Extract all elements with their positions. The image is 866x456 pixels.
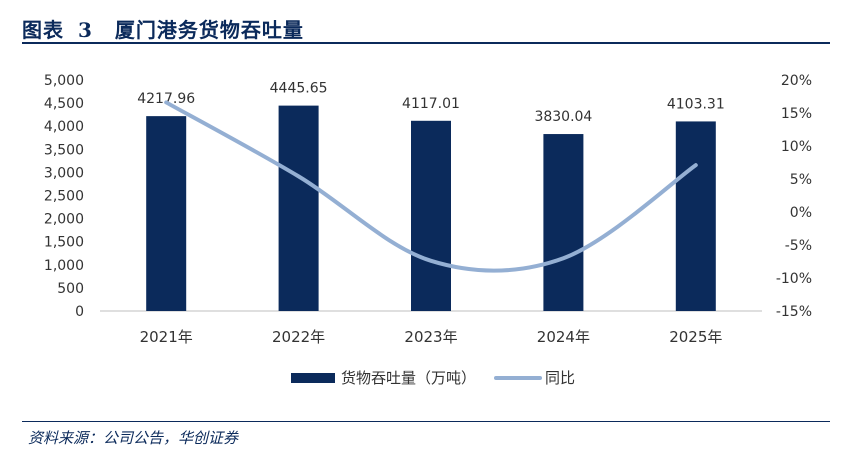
bar [278,105,319,312]
left-axis: 0 500 1,000 1,500 2,000 2,500 3,000 3,500 4,000 4… [44,73,84,320]
bar [675,121,716,311]
bar-data-label: 4103.31 [667,96,725,112]
left-axis-tick-label: 2,500 [44,189,84,205]
right-axis-tick-label: -10% [776,271,812,287]
right-axis-tick-label: 15% [781,106,812,122]
legend-line-label: 同比 [545,369,575,387]
bar-data-label: 3830.04 [534,109,592,125]
legend-bar-swatch [291,373,335,383]
bar-series [146,105,716,312]
left-axis-tick-label: 4,000 [44,119,84,135]
source-note: 资料来源：公司公告，华创证券 [28,429,239,447]
x-axis-tick-label: 2022年 [272,328,325,346]
x-axis-tick-label: 2024年 [537,328,590,346]
x-axis-tick-label: 2021年 [140,328,193,346]
left-axis-tick-label: 1,000 [44,258,84,274]
bar [146,116,187,311]
bar-data-label: 4217.96 [137,91,195,107]
right-axis-tick-label: 5% [790,172,812,188]
source-divider [22,421,830,422]
left-axis-tick-label: 1,500 [44,235,84,251]
figure-number: 3 [77,18,93,42]
bar-data-labels: 4217.96 4445.65 4117.01 3830.04 4103.31 [137,81,725,125]
legend-bar-label: 货物吞吐量（万吨） [341,369,476,387]
figure-label: 图表 [22,18,64,42]
x-axis-tick-label: 2023年 [404,328,457,346]
figure-title: 图表 3 厦门港务货物吞吐量 [22,14,304,43]
right-axis-tick-label: 20% [781,73,812,89]
left-axis-tick-label: 3,000 [44,165,84,181]
right-axis-tick-label: 10% [781,139,812,155]
legend: 货物吞吐量（万吨） 同比 [291,369,575,387]
right-axis-tick-label: -5% [785,238,812,254]
line-series [164,100,698,273]
left-axis-tick-label: 2,000 [44,212,84,228]
title-divider [22,42,830,44]
right-axis: -15% -10% -5% 0% 5% 10% 15% 20% [776,73,812,320]
bar [411,120,451,312]
x-axis-tick-label: 2025年 [669,328,722,346]
left-axis-tick-label: 4,500 [44,96,84,112]
bar-data-label: 4117.01 [402,96,460,112]
left-axis-tick-label: 0 [75,304,84,320]
left-axis-tick-label: 500 [57,281,84,297]
x-axis-labels: 2021年 2022年 2023年 2024年 2025年 [140,328,723,346]
right-axis-tick-label: -15% [776,304,812,320]
bar-data-label: 4445.65 [270,81,328,97]
left-axis-tick-label: 5,000 [44,73,84,89]
left-axis-tick-label: 3,500 [44,142,84,158]
figure-title-text: 厦门港务货物吞吐量 [114,18,304,42]
bar [543,134,584,311]
chart: 0 500 1,000 1,500 2,000 2,500 3,000 3,500 4,000 4… [44,73,812,387]
right-axis-tick-label: 0% [790,205,812,221]
